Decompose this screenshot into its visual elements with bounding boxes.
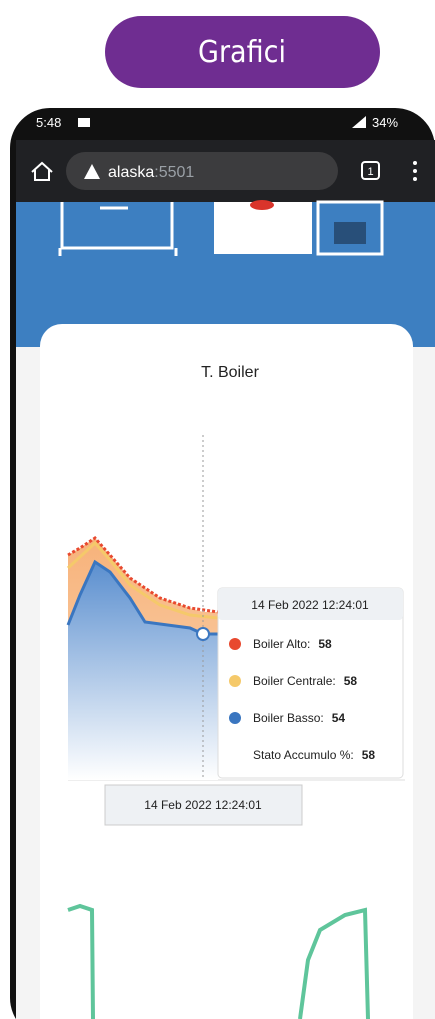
tooltip-item-name: Boiler Basso:: [253, 711, 324, 725]
hover-point: [197, 628, 209, 640]
page: Grafici 5:48 34% alaska:5501 1 T. Boiler…: [0, 0, 435, 1019]
screenshot: Grafici 5:48 34% alaska:5501 1 T. Boiler…: [0, 0, 435, 1019]
tooltip-item-name: Stato Accumulo %:: [253, 748, 354, 762]
status-time: 5:48: [36, 115, 61, 130]
legend-dot: [229, 675, 241, 687]
tooltip-date: 14 Feb 2022 12:24:01: [251, 598, 369, 612]
tooltip-item-value: 54: [332, 711, 346, 725]
url: alaska:5501: [108, 164, 194, 181]
url-host: alaska: [108, 164, 154, 181]
menu-dot: [413, 169, 417, 173]
banner-title: Grafici: [198, 35, 286, 70]
tooltip-item-value: 58: [318, 637, 332, 651]
tooltip-item-value: 58: [362, 748, 376, 762]
legend-dot: [229, 638, 241, 650]
menu-dot: [413, 177, 417, 181]
status-icon: [78, 118, 90, 127]
flame-icon: [250, 200, 274, 210]
url-bar[interactable]: [66, 152, 338, 190]
tabs-count: 1: [367, 166, 373, 178]
tooltip-item-name: Boiler Centrale:: [253, 674, 336, 688]
url-port: :5501: [154, 164, 194, 181]
tooltip-item-value: 58: [344, 674, 358, 688]
menu-button[interactable]: [413, 161, 417, 165]
status-battery: 34%: [372, 115, 398, 130]
tooltip-item-name: Boiler Alto:: [253, 637, 310, 651]
wood-icon: [334, 222, 366, 244]
legend-dot: [229, 712, 241, 724]
crosshair-label: 14 Feb 2022 12:24:01: [144, 798, 262, 812]
chart-title: T. Boiler: [201, 364, 259, 381]
